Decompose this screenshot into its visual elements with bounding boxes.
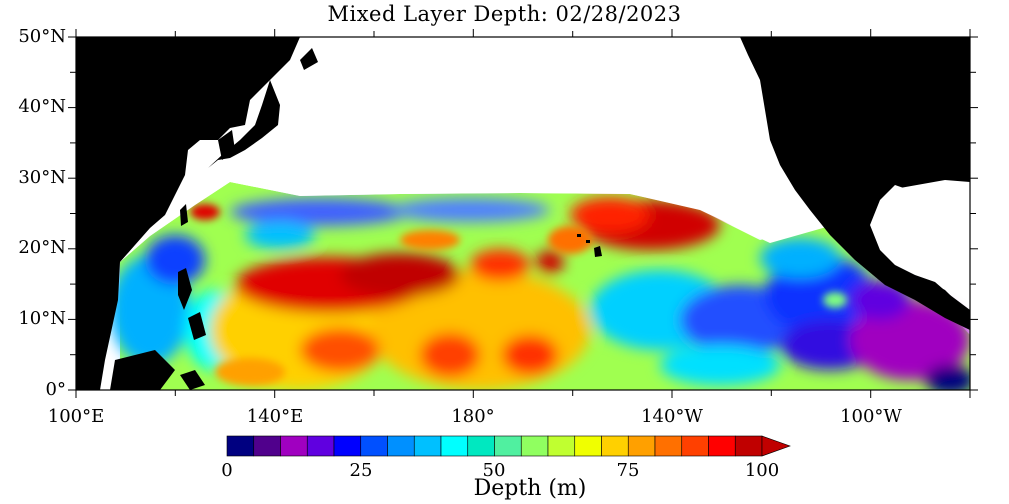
colorbar-swatch — [387, 435, 415, 457]
lon-label-140w: 140°W — [641, 406, 703, 427]
lat-label-10n: 10°N — [18, 308, 66, 329]
colorbar — [226, 435, 791, 457]
colorbar-label-100: 100 — [744, 460, 780, 481]
lon-label-100w: 100°W — [840, 406, 902, 427]
colorbar-swatch — [360, 435, 388, 457]
lat-label-50n: 50°N — [18, 26, 66, 47]
land-japan — [208, 80, 280, 168]
colorbar-title: Depth (m) — [473, 476, 587, 501]
lat-label-20n: 20°N — [18, 237, 66, 258]
colorbar-label-50: 50 — [482, 460, 506, 481]
land-asia — [76, 37, 300, 390]
colorbar-swatch — [520, 435, 549, 457]
colorbar-swatch — [547, 435, 576, 457]
colorbar-swatch — [574, 435, 602, 457]
land-hawaii — [594, 246, 602, 257]
colorbar-label-25: 25 — [349, 460, 373, 481]
colorbar-swatch — [708, 435, 736, 457]
lat-label-0: 0° — [45, 379, 66, 400]
colorbar-swatch — [627, 435, 656, 457]
colorbar-swatch — [280, 435, 308, 457]
colorbar-swatch — [681, 435, 709, 457]
mld-field — [110, 182, 970, 390]
colorbar-swatch — [654, 435, 683, 457]
land-masses — [76, 37, 970, 390]
colorbar-swatch — [440, 435, 469, 457]
lon-label-100e: 100°E — [47, 406, 105, 427]
colorbar-swatch — [734, 435, 763, 457]
colorbar-swatch — [494, 435, 522, 457]
colorbar-swatch — [601, 435, 629, 457]
colorbar-swatch — [333, 435, 362, 457]
lon-label-180: 180° — [451, 406, 495, 427]
map-title: Mixed Layer Depth: 02/28/2023 — [327, 2, 682, 26]
colorbar-swatch — [226, 435, 255, 457]
colorbar-label-75: 75 — [616, 460, 640, 481]
lat-label-40n: 40°N — [18, 96, 66, 117]
axis-ticks — [68, 29, 978, 398]
colorbar-swatch — [306, 435, 335, 457]
lon-label-140e: 140°E — [246, 406, 304, 427]
gulf-of-mexico — [900, 180, 970, 232]
nodata-north — [76, 37, 970, 262]
colorbar-label-0: 0 — [221, 460, 233, 481]
colorbar-extend-arrow — [761, 435, 791, 457]
lat-label-30n: 30°N — [18, 167, 66, 188]
colorbar-swatch — [253, 435, 281, 457]
colorbar-swatch — [413, 435, 442, 457]
land-north-america — [740, 37, 970, 330]
colorbar-swatch — [467, 435, 495, 457]
